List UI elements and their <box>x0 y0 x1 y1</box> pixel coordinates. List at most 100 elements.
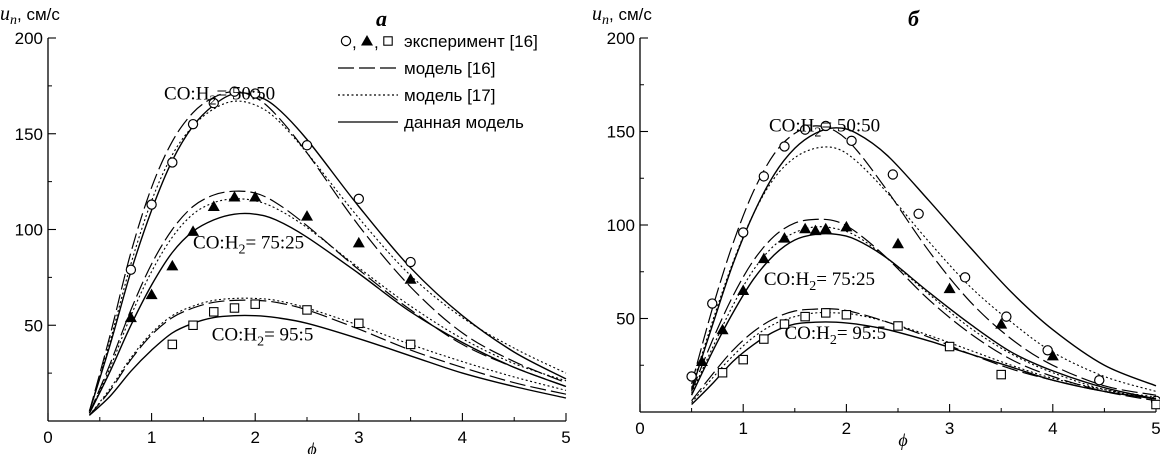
curve-this-model <box>88 92 567 412</box>
series-group-triangle <box>88 190 567 414</box>
data-point-triangle <box>757 252 770 264</box>
data-point-circle <box>301 140 313 151</box>
data-point-triangle <box>943 282 956 294</box>
data-point-square <box>996 369 1006 380</box>
data-point-circle <box>913 208 924 219</box>
data-point-circle <box>738 227 749 238</box>
curve-this-model <box>691 321 1157 405</box>
data-point-square <box>759 334 769 344</box>
data-point-triangle <box>187 225 200 236</box>
x-tick-label: 0 <box>635 419 644 438</box>
data-point-circle <box>959 272 971 283</box>
series-group-triangle <box>690 218 1157 402</box>
curve-model-17 <box>88 198 567 414</box>
data-point-square <box>821 308 831 318</box>
data-point-circle <box>887 169 899 180</box>
legend-label: модель [16] <box>404 59 495 78</box>
data-point-square <box>893 321 903 331</box>
curve-this-model <box>690 127 1157 390</box>
data-point-triangle <box>799 222 812 234</box>
curve-model-16 <box>691 218 1157 402</box>
mixture-label: CO:H2= 50:50 <box>769 116 880 141</box>
curve-model-16 <box>88 90 567 412</box>
y-tick-label: 200 <box>15 29 43 48</box>
data-point-square <box>405 339 416 350</box>
data-point-circle <box>820 120 831 132</box>
data-point-circle <box>1094 375 1105 386</box>
x-tick-label: 5 <box>561 428 570 447</box>
data-point-circle <box>1042 345 1053 356</box>
data-point-triangle <box>1046 349 1059 361</box>
legend-label: эксперимент [16] <box>404 32 538 51</box>
data-point-square <box>800 311 810 322</box>
data-point-circle <box>1001 311 1012 322</box>
curve-model-17 <box>88 297 567 416</box>
x-tick-label: 2 <box>842 419 851 438</box>
data-point-circle <box>779 141 790 152</box>
data-point-square <box>167 339 178 350</box>
mixture-label: CO:H2= 50:50 <box>164 83 275 108</box>
curve-model-17 <box>691 226 1157 400</box>
data-point-circle <box>846 135 857 147</box>
curve-model-16 <box>691 125 1157 396</box>
data-point-square <box>188 320 198 330</box>
legend-square-marker <box>383 36 393 46</box>
y-tick-label: 50 <box>24 316 43 335</box>
curve-this-model <box>88 314 567 416</box>
data-point-triangle <box>166 259 179 271</box>
mixture-label: CO:H2= 75:25 <box>193 233 304 258</box>
curve-model-17 <box>88 100 567 412</box>
data-point-triangle <box>207 200 220 212</box>
y-tick-label: 200 <box>607 29 635 48</box>
data-point-triangle <box>124 311 137 323</box>
y-axis-label: un, см/с <box>592 3 652 28</box>
data-point-circle <box>799 124 811 135</box>
data-point-square <box>229 303 240 313</box>
y-tick-label: 100 <box>607 216 635 235</box>
data-point-circle <box>707 298 718 309</box>
data-point-triangle <box>809 224 822 236</box>
data-point-circle <box>758 171 770 182</box>
data-point-triangle <box>145 288 158 300</box>
x-axis-label: ϕ <box>307 439 316 454</box>
panel-label: а <box>376 6 387 31</box>
series-group-circle <box>88 86 567 412</box>
curve-model-16 <box>88 190 567 414</box>
data-point-circle <box>146 199 157 210</box>
data-point-circle <box>686 371 697 382</box>
series-group-circle <box>686 120 1160 406</box>
curve-model-17 <box>691 312 1157 403</box>
data-point-triangle <box>995 318 1008 329</box>
data-point-square <box>738 354 748 365</box>
data-point-triangle <box>716 323 729 335</box>
curve-model-16 <box>88 299 567 416</box>
data-point-square <box>841 310 852 320</box>
legend-label: данная модель <box>404 113 524 132</box>
x-tick-label: 0 <box>43 428 52 447</box>
curve-this-model <box>88 212 567 414</box>
x-tick-label: 3 <box>945 419 954 438</box>
data-point-circle <box>249 88 261 99</box>
data-point-triangle <box>892 237 904 249</box>
mixture-label: CO:H2= 95:5 <box>212 325 314 350</box>
legend-separator: , <box>352 33 357 52</box>
data-point-circle <box>208 97 219 109</box>
x-tick-label: 1 <box>147 428 156 447</box>
data-point-triangle <box>352 236 365 248</box>
series-group-square <box>691 308 1160 410</box>
x-tick-label: 3 <box>354 428 363 447</box>
y-tick-label: 100 <box>15 221 43 240</box>
series-group-square <box>88 297 567 416</box>
x-tick-label: 1 <box>738 419 747 438</box>
x-tick-label: 5 <box>1151 419 1160 438</box>
data-point-triangle <box>228 190 241 202</box>
data-point-triangle <box>840 220 853 232</box>
data-point-circle <box>187 118 199 130</box>
mixture-label: CO:H2= 95:5 <box>784 323 886 348</box>
data-point-triangle <box>778 232 791 243</box>
x-axis-label: ϕ <box>898 430 907 450</box>
data-point-square <box>354 318 364 329</box>
